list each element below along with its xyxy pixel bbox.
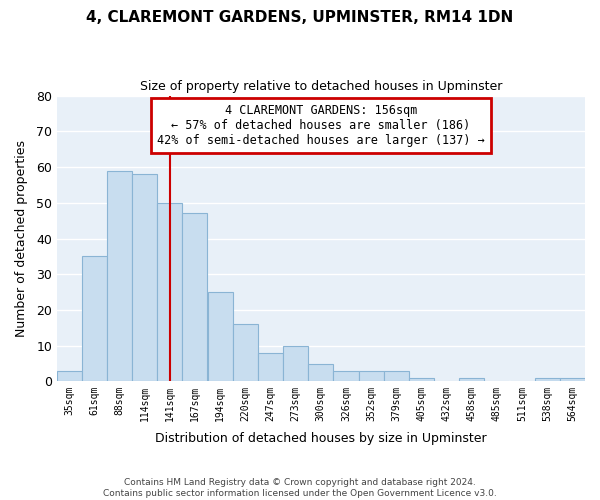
Title: Size of property relative to detached houses in Upminster: Size of property relative to detached ho… [140,80,502,93]
Text: 4, CLAREMONT GARDENS, UPMINSTER, RM14 1DN: 4, CLAREMONT GARDENS, UPMINSTER, RM14 1D… [86,10,514,25]
Bar [258,353,283,382]
Bar [409,378,434,382]
Bar [208,292,233,382]
Bar [334,371,359,382]
Bar [560,378,585,382]
Bar [132,174,157,382]
Bar [535,378,560,382]
Bar [359,371,383,382]
Bar [459,378,484,382]
Y-axis label: Number of detached properties: Number of detached properties [15,140,28,337]
Text: 4 CLAREMONT GARDENS: 156sqm
← 57% of detached houses are smaller (186)
42% of se: 4 CLAREMONT GARDENS: 156sqm ← 57% of det… [157,104,485,147]
Bar [56,371,82,382]
Text: Contains HM Land Registry data © Crown copyright and database right 2024.
Contai: Contains HM Land Registry data © Crown c… [103,478,497,498]
Bar [233,324,258,382]
Bar [383,371,409,382]
Bar [308,364,334,382]
Bar [157,203,182,382]
Bar [107,170,132,382]
Bar [82,256,107,382]
X-axis label: Distribution of detached houses by size in Upminster: Distribution of detached houses by size … [155,432,487,445]
Bar [182,214,208,382]
Bar [283,346,308,382]
